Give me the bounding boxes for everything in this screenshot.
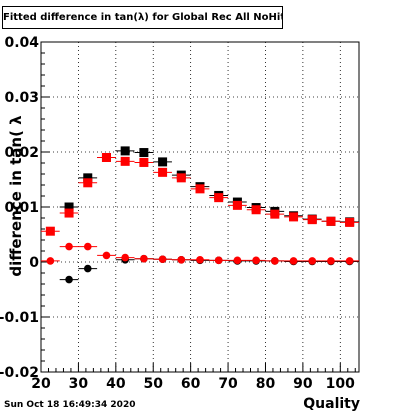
- data-point-circle: [65, 242, 73, 251]
- x-tick-label: 100: [326, 376, 355, 392]
- data-point-circle: [102, 251, 111, 260]
- y-tick-label: -0.02: [0, 365, 39, 381]
- data-point-square: [45, 226, 55, 236]
- x-tick-label: 80: [256, 376, 276, 392]
- data-point-square: [195, 184, 205, 194]
- y-tick-label: -0.01: [0, 310, 39, 326]
- data-point-circle: [140, 254, 148, 263]
- data-point-circle: [121, 253, 129, 262]
- y-tick-label: 0.02: [4, 145, 39, 161]
- data-point-circle: [83, 242, 92, 251]
- y-axis-label: difference in tan( λ: [7, 115, 25, 277]
- x-tick-label: 30: [69, 376, 89, 392]
- data-point-square: [326, 216, 336, 226]
- data-point-circle: [196, 255, 204, 264]
- data-point-square: [83, 178, 93, 188]
- data-point-square: [289, 212, 299, 222]
- data-point-square: [64, 202, 74, 212]
- tick-labels: 20 30 40 50 60 70 80 90 100 -0.02 -0.01 0 0.01 0.02 0.…: [0, 35, 355, 392]
- y-tick-label: 0.01: [4, 200, 39, 216]
- data-point-circle: [46, 257, 55, 265]
- plot-frame: [40, 41, 360, 373]
- data-point-square: [120, 146, 130, 156]
- data-point-circle: [83, 264, 92, 273]
- data-point-square: [139, 157, 149, 167]
- data-point-square: [83, 173, 93, 183]
- data-point-square: [345, 217, 355, 227]
- x-tick-label: 40: [106, 376, 126, 392]
- data-point-circle: [271, 257, 279, 265]
- data-point-circle: [345, 257, 354, 265]
- data-point-square: [158, 167, 168, 177]
- x-tick-label: 20: [31, 376, 51, 392]
- data-point-square: [214, 193, 224, 203]
- data-point-circle: [308, 257, 317, 265]
- x-tick-label: 50: [143, 376, 163, 392]
- data-point-square: [176, 173, 186, 183]
- data-point-square: [307, 215, 317, 225]
- x-tick-label: 70: [218, 376, 238, 392]
- data-point-square: [139, 148, 149, 158]
- data-point-square: [270, 209, 280, 219]
- axis-ticks: [40, 41, 356, 373]
- data-point-square: [101, 153, 111, 162]
- y-tick-label: 0.04: [4, 35, 39, 51]
- x-tick-label: 60: [181, 376, 201, 392]
- data-point-square: [251, 205, 261, 215]
- x-axis-label: Quality: [303, 396, 360, 412]
- data-point-circle: [233, 256, 242, 265]
- data-point-circle: [65, 275, 73, 284]
- data-point-circle: [177, 255, 186, 264]
- data-point-square: [158, 157, 168, 167]
- data-point-circle: [214, 256, 223, 265]
- chart-title: Fitted difference in tan(λ) for Global R…: [2, 6, 283, 29]
- x-tick-label: 90: [293, 376, 313, 392]
- timestamp: Sun Oct 18 16:49:34 2020: [4, 400, 136, 410]
- data-point-square: [232, 200, 242, 210]
- grid-lines: [41, 42, 359, 372]
- data-point-square: [64, 208, 74, 218]
- y-tick-label: 0.03: [4, 90, 39, 106]
- data-markers: [41, 146, 359, 284]
- data-point-circle: [327, 257, 335, 265]
- data-point-square: [120, 156, 130, 166]
- data-point-circle: [158, 255, 167, 264]
- y-tick-label: 0: [29, 255, 39, 271]
- data-point-circle: [252, 256, 260, 265]
- data-point-circle: [289, 257, 298, 265]
